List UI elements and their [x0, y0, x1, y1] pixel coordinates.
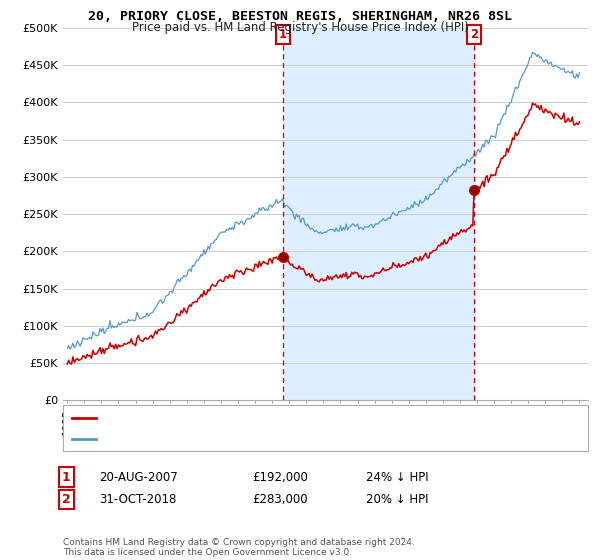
Text: 20, PRIORY CLOSE, BEESTON REGIS, SHERINGHAM, NR26 8SL: 20, PRIORY CLOSE, BEESTON REGIS, SHERING…	[88, 10, 512, 23]
Text: 2: 2	[470, 28, 478, 41]
Text: 1: 1	[62, 470, 70, 484]
Text: 24% ↓ HPI: 24% ↓ HPI	[366, 470, 428, 484]
Text: Price paid vs. HM Land Registry's House Price Index (HPI): Price paid vs. HM Land Registry's House …	[131, 21, 469, 34]
Text: 20-AUG-2007: 20-AUG-2007	[99, 470, 178, 484]
Text: HPI: Average price, detached house, North Norfolk: HPI: Average price, detached house, Nort…	[101, 435, 364, 444]
Text: 31-OCT-2018: 31-OCT-2018	[99, 493, 176, 506]
Text: 2: 2	[62, 493, 70, 506]
Bar	[283, 28, 474, 400]
Text: 20% ↓ HPI: 20% ↓ HPI	[366, 493, 428, 506]
Text: 20, PRIORY CLOSE, BEESTON REGIS, SHERINGHAM, NR26 8SL (detached house): 20, PRIORY CLOSE, BEESTON REGIS, SHERING…	[101, 413, 515, 423]
Text: £283,000: £283,000	[252, 493, 308, 506]
Text: 1: 1	[279, 28, 287, 41]
Text: Contains HM Land Registry data © Crown copyright and database right 2024.
This d: Contains HM Land Registry data © Crown c…	[63, 538, 415, 557]
Text: £192,000: £192,000	[252, 470, 308, 484]
